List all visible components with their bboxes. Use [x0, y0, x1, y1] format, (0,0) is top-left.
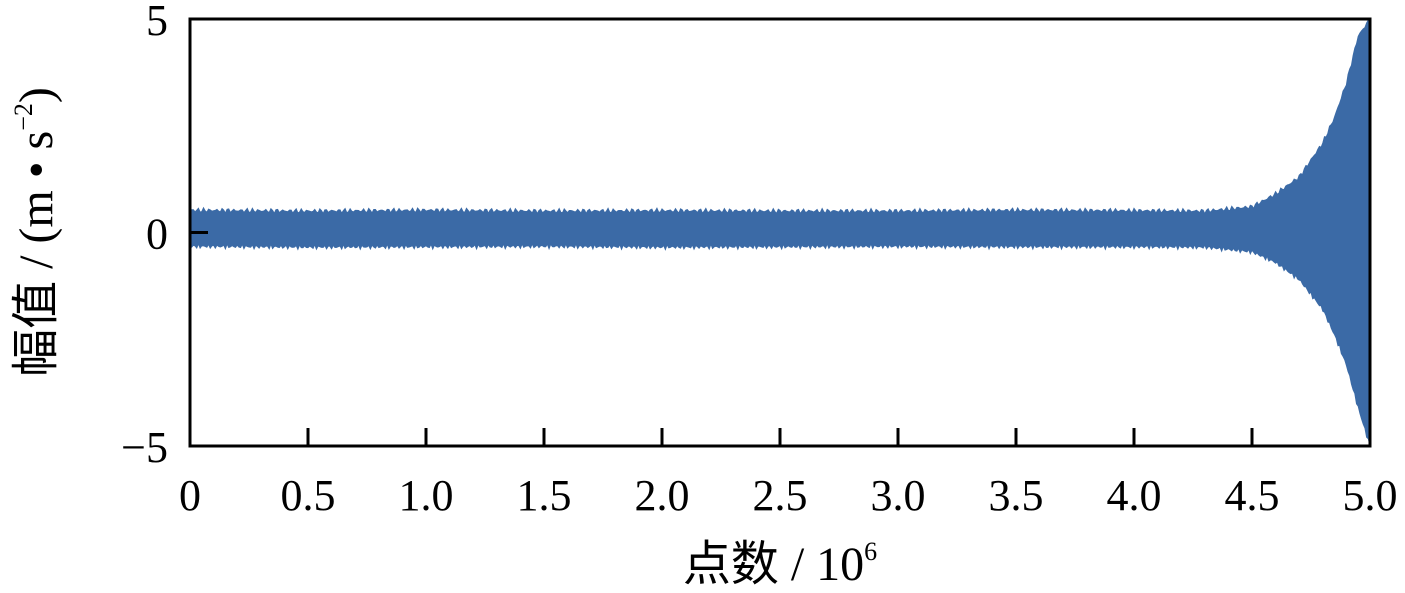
series-band-0	[189, 19, 1371, 447]
signal-series	[189, 19, 1371, 447]
x-ticks	[188, 428, 1372, 446]
x-tick-label: 1.0	[399, 471, 454, 520]
x-tick-label: 5.0	[1343, 471, 1398, 520]
x-tick-label: 1.5	[517, 471, 572, 520]
y-axis-title-superscript: −2	[9, 103, 38, 131]
x-tick-labels: 0 0.5 1.0 1.5 2.0 2.5 3.0 3.5 4.0 4.5 5.0	[179, 471, 1398, 520]
x-tick-label: 4.5	[1225, 471, 1280, 520]
x-tick-label: 3.0	[871, 471, 926, 520]
y-ticks	[190, 17, 208, 448]
x-axis-title-main: 点数 / 10	[683, 538, 864, 591]
y-axis-title-main: 幅值 / (m • s	[10, 131, 63, 377]
x-tick-label: 0.5	[281, 471, 336, 520]
x-tick-label: 2.5	[753, 471, 808, 520]
x-tick-label: 2.0	[635, 471, 690, 520]
y-axis-title-suffix: )	[10, 87, 63, 103]
x-tick-label: 4.0	[1107, 471, 1162, 520]
x-axis-title: 点数 / 106	[683, 537, 877, 591]
x-axis-title-superscript: 6	[864, 537, 877, 566]
y-tick-label: 0	[146, 210, 168, 259]
y-axis-title: 幅值 / (m • s−2)	[9, 87, 63, 377]
y-tick-label: 5	[146, 0, 168, 45]
y-tick-labels: −5 0 5	[121, 0, 168, 472]
y-tick-label: −5	[121, 423, 168, 472]
x-tick-label: 0	[179, 471, 201, 520]
x-tick-label: 3.5	[989, 471, 1044, 520]
